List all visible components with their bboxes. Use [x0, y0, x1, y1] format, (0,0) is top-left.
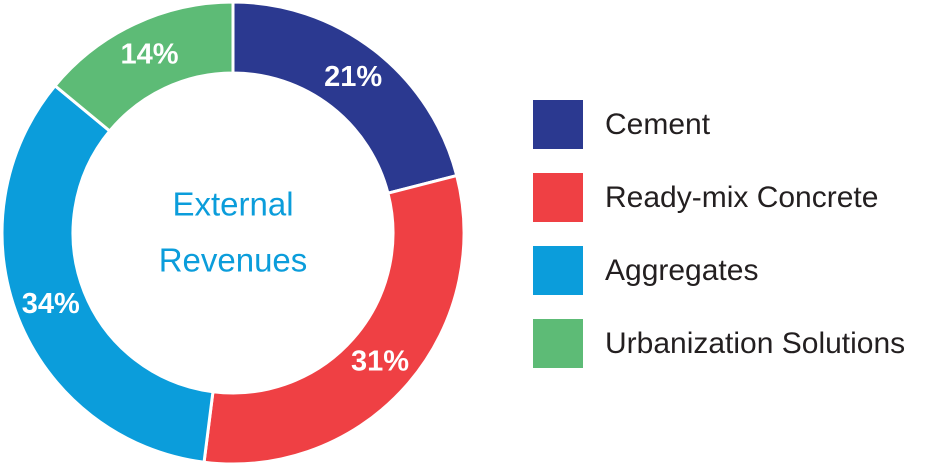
donut-segment	[0, 83, 215, 464]
legend-swatch	[533, 100, 583, 149]
legend-swatch	[533, 173, 583, 222]
center-label: Revenues	[159, 242, 308, 279]
value-label: 31%	[351, 345, 409, 377]
legend-label: Aggregates	[605, 254, 758, 287]
legend-swatch	[533, 319, 583, 368]
value-label: 14%	[121, 38, 179, 70]
donut-segment	[231, 0, 459, 196]
legend-label: Cement	[605, 108, 711, 141]
donut-segment	[52, 0, 235, 134]
legend-label: Ready-mix Concrete	[605, 181, 878, 214]
center-label: External	[172, 186, 293, 223]
value-label: 34%	[22, 288, 80, 320]
legend-label: Urbanization Solutions	[605, 327, 905, 360]
legend-swatch	[533, 246, 583, 295]
value-label: 21%	[324, 61, 382, 93]
donut-segment	[202, 173, 466, 466]
